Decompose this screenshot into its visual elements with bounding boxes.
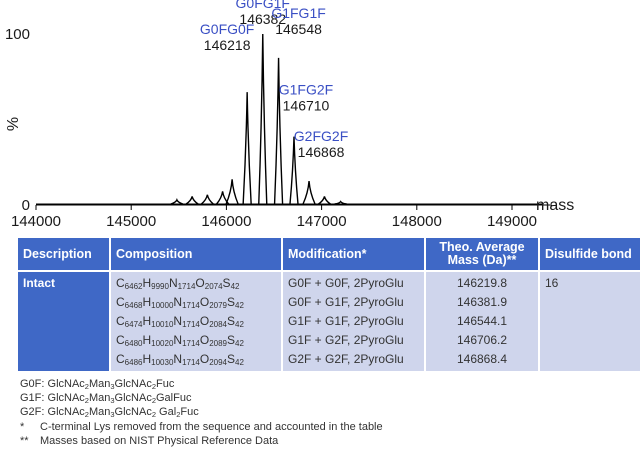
header-composition: Composition (111, 238, 281, 270)
spectrum-peak-11 (334, 200, 347, 205)
spectrum-peak-1 (185, 196, 199, 205)
table-header-row: Description Composition Modification* Th… (18, 238, 640, 270)
header-mass: Theo. Average Mass (Da)** (426, 238, 538, 270)
peak-glycoform-label: G0FG0F (200, 21, 254, 37)
composition-formula: C6462H9990N1714O2074S42 (116, 276, 240, 291)
spectrum-peak-10 (318, 196, 331, 205)
modification-text: G0F + G1F, 2PyroGlu (288, 295, 404, 309)
x-tick-label: 149000 (487, 213, 537, 230)
y-tick-label: 0 (22, 197, 30, 214)
footnotes: G0F: GlcNAc2Man3GlcNAc2Fuc G1F: GlcNAc2Ma… (20, 377, 383, 448)
x-tick-label: 148000 (392, 213, 442, 230)
spectrum-peak-2 (200, 194, 214, 205)
peak-glycoform-label: G2FG2F (294, 128, 348, 144)
peak-mass-label: 146218 (204, 37, 251, 53)
modification-text: G0F + G0F, 2PyroGlu (288, 276, 404, 290)
composition-cell: C6462H9990N1714O2074S42 C6468H10000N1714O… (111, 272, 281, 371)
footnote: * C-terminal Lys removed from the sequenc… (20, 420, 383, 433)
modification-text: G2F + G2F, 2PyroGlu (288, 352, 404, 366)
header-modification: Modification* (283, 238, 424, 270)
spectrum-peak-5 (242, 92, 252, 205)
glycan-definition: G0F: GlcNAc2Man3GlcNAc2Fuc (20, 378, 175, 391)
glycan-definition: G2F: GlcNAc2Man3GlcNAc2 Gal2Fuc (20, 406, 199, 420)
description-cell: Intact (18, 272, 109, 371)
spectrum-peak-4 (225, 179, 239, 205)
peak-glycoform-label: G1FG2F (279, 82, 333, 98)
spectrum-peak-0 (170, 197, 184, 205)
theoretical-mass-value: 146706.2 (456, 333, 508, 347)
header-description: Description (18, 238, 109, 270)
x-axis-label: mass (536, 197, 574, 214)
x-tick-label: 147000 (297, 213, 347, 230)
peak-mass-label: 146548 (275, 21, 322, 37)
mass-spectrum-chart: 144000 145000 146000 147000 148000 149000 0 100… (5, 0, 574, 230)
modification-text: G1F + G2F, 2PyroGlu (288, 333, 404, 347)
y-tick-label: 100 (5, 26, 30, 43)
x-tick-label: 146000 (201, 213, 251, 230)
modification-cell: G0F + G0F, 2PyroGlu G0F + G1F, 2PyroGlu G1… (283, 272, 424, 371)
composition-formula: C6468H10000N1714O2079S42 (116, 295, 244, 310)
theoretical-mass-value: 146381.9 (456, 295, 508, 309)
composition-formula: C6480H10020N1714O2089S42 (116, 333, 244, 348)
x-tick-label: 144000 (11, 213, 61, 230)
peak-mass-label: 146868 (298, 144, 345, 160)
footnote: ** Masses based on NIST Physical Referenc… (20, 434, 279, 447)
composition-formula: C6486H10030N1714O2094S42 (116, 352, 244, 367)
peak-mass-label: 146382 (239, 11, 286, 27)
modification-text: G1F + G1F, 2PyroGlu (288, 314, 404, 328)
glycan-definition: G1F: GlcNAc2Man3GlcNAc2GalFuc (20, 392, 192, 406)
x-tick-label: 145000 (106, 213, 156, 230)
mass-cell: 146219.8 146381.9 146544.1 146706.2 146868.4 (426, 272, 538, 371)
y-axis-label: % (5, 117, 22, 131)
spectrum-peak-3 (216, 191, 230, 205)
theoretical-mass-value: 146544.1 (456, 314, 508, 328)
spectrum-peak-9 (302, 181, 316, 205)
composition-table: Description Composition Modification* Th… (16, 236, 640, 373)
composition-formula: C6474H10010N1714O2084S42 (116, 314, 244, 329)
composition-table-wrapper: Description Composition Modification* Th… (16, 236, 640, 373)
peak-glycoform-label: G1FG1F (271, 5, 325, 21)
table-row: Intact C6462H9990N1714O2074S42 C6468H1000… (18, 272, 640, 371)
spectrum-peak-7 (273, 57, 284, 205)
theoretical-mass-value: 146868.4 (456, 352, 508, 366)
spectrum-peak-8 (289, 136, 299, 205)
header-disulfide: Disulfide bond (540, 238, 640, 270)
theoretical-mass-value: 146219.8 (456, 276, 508, 290)
peak-mass-label: 146710 (283, 98, 330, 114)
spectrum-peak-6 (258, 33, 268, 205)
peak-glycoform-label: G0FG1F (236, 0, 290, 11)
disulfide-cell: 16 (540, 272, 640, 371)
